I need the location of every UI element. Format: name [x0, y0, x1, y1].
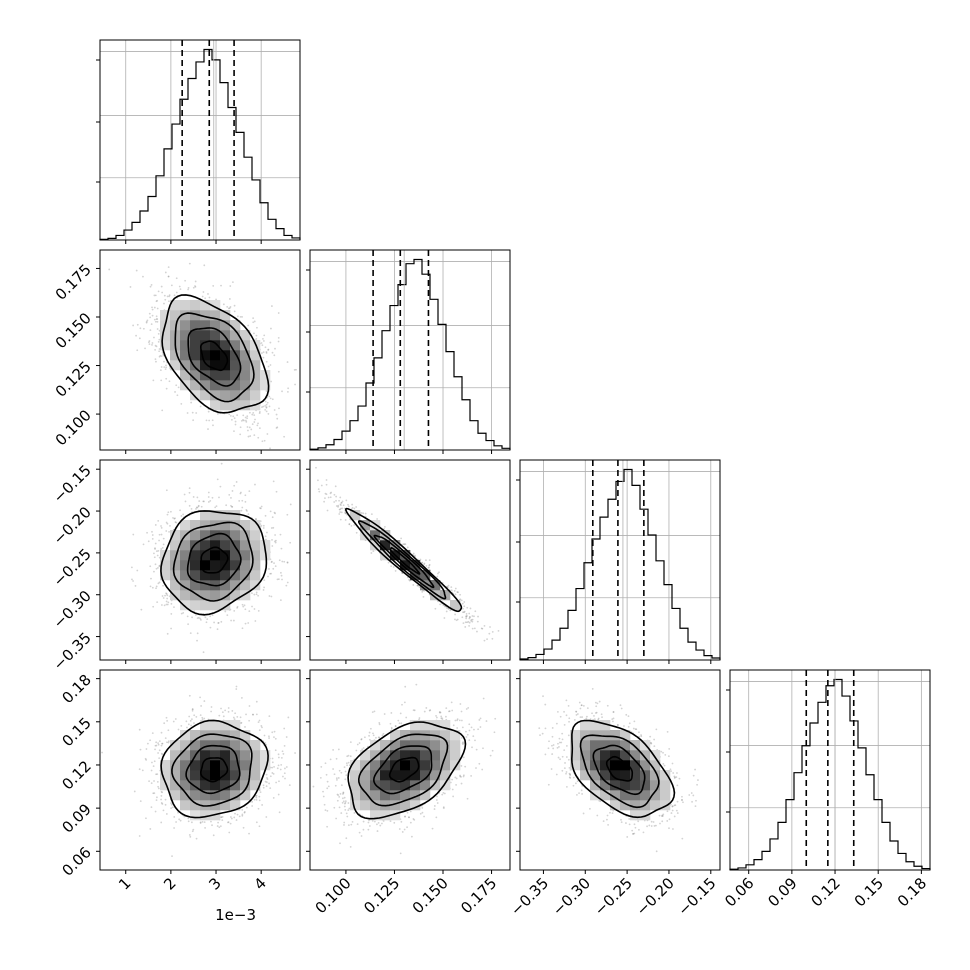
- contour-3-0-0: [199, 757, 229, 783]
- density-panel-2-1: [306, 459, 511, 664]
- histogram-step-2: [519, 468, 721, 660]
- histogram-panel-1: [306, 249, 511, 454]
- y-tick-label-3-1: 0.09: [58, 800, 94, 836]
- contour-3-2-0: [605, 755, 634, 782]
- contour-3-2-2: [579, 734, 660, 809]
- x-tick-label-0-0: 1: [115, 874, 134, 893]
- x-tick-label-3-3: 0.15: [851, 874, 887, 910]
- contour-2-0-2: [172, 521, 254, 602]
- contour-3-1-2: [357, 733, 449, 807]
- histogram-step-0: [99, 48, 301, 240]
- contour-3-1-3: [347, 721, 467, 820]
- x-tick-label-2-2: −0.25: [591, 874, 636, 919]
- y-tick-label-3-2: 0.12: [58, 757, 94, 793]
- contour-3-2-1: [592, 744, 646, 796]
- y-tick-label-2-2: −0.25: [50, 545, 95, 590]
- histogram-step-3: [729, 678, 931, 870]
- contour-3-1-0: [388, 756, 420, 783]
- contour-3-1-1: [372, 745, 433, 795]
- offset-label-0: 1e−3: [215, 906, 256, 924]
- contour-2-0-0: [200, 546, 229, 574]
- y-tick-label-3-0: 0.06: [58, 843, 94, 879]
- y-tick-label-1-1: 0.125: [52, 358, 95, 401]
- contour-1-0-2: [174, 312, 255, 403]
- histogram-panel-2: [516, 459, 721, 664]
- contour-3-0-1: [185, 744, 241, 795]
- contour-2-0-3: [160, 510, 268, 616]
- contour-1-0-1: [187, 327, 242, 387]
- y-tick-label-2-1: −0.30: [50, 587, 95, 632]
- contour-2-1-0: [389, 546, 421, 575]
- histogram-panel-0: [96, 39, 301, 244]
- y-tick-label-2-3: −0.20: [50, 503, 95, 548]
- x-tick-label-0-3: 4: [251, 874, 270, 893]
- y-tick-label-3-4: 0.18: [58, 671, 94, 707]
- x-tick-label-0-1: 2: [160, 874, 179, 893]
- density-panel-3-2: [516, 669, 721, 874]
- histogram-step-1: [309, 258, 511, 450]
- y-tick-label-1-2: 0.150: [52, 309, 95, 352]
- contour-3-0-3: [160, 719, 269, 819]
- x-tick-label-0-2: 3: [205, 874, 224, 893]
- density-panel-3-0: [96, 669, 301, 874]
- contour-2-0-1: [186, 532, 242, 587]
- density-panel-2-0: [96, 459, 301, 664]
- x-tick-label-1-3: 0.175: [457, 874, 500, 917]
- density-panel-1-0: [96, 249, 301, 454]
- y-tick-label-1-3: 0.175: [52, 261, 95, 304]
- x-tick-label-3-1: 0.09: [764, 874, 800, 910]
- contour-3-2-3: [570, 719, 676, 819]
- contour-1-0-0: [200, 340, 229, 372]
- x-tick-label-2-3: −0.20: [633, 874, 678, 919]
- x-tick-label-3-4: 0.18: [894, 874, 930, 910]
- x-tick-label-2-0: −0.35: [507, 874, 552, 919]
- x-tick-label-3-2: 0.12: [808, 874, 844, 910]
- density-panel-3-1: [306, 669, 511, 874]
- y-tick-label-2-4: −0.15: [50, 461, 95, 506]
- y-tick-label-2-0: −0.35: [50, 629, 95, 674]
- y-tick-label-3-3: 0.15: [58, 714, 94, 750]
- contour-2-1-1: [373, 534, 435, 589]
- x-tick-label-1-2: 0.150: [409, 874, 452, 917]
- histogram-panel-3: [726, 669, 931, 874]
- x-tick-label-1-1: 0.125: [360, 874, 403, 917]
- contour-2-1-3: [344, 507, 463, 613]
- x-tick-label-3-0: 0.06: [721, 874, 757, 910]
- x-tick-label-1-0: 0.100: [312, 874, 355, 917]
- contour-1-0-3: [161, 294, 270, 414]
- contour-3-0-2: [171, 733, 253, 807]
- x-tick-label-2-1: −0.30: [549, 874, 594, 919]
- y-tick-label-1-0: 0.100: [52, 406, 95, 449]
- x-tick-label-2-4: −0.15: [674, 874, 719, 919]
- contour-2-1-2: [358, 520, 447, 600]
